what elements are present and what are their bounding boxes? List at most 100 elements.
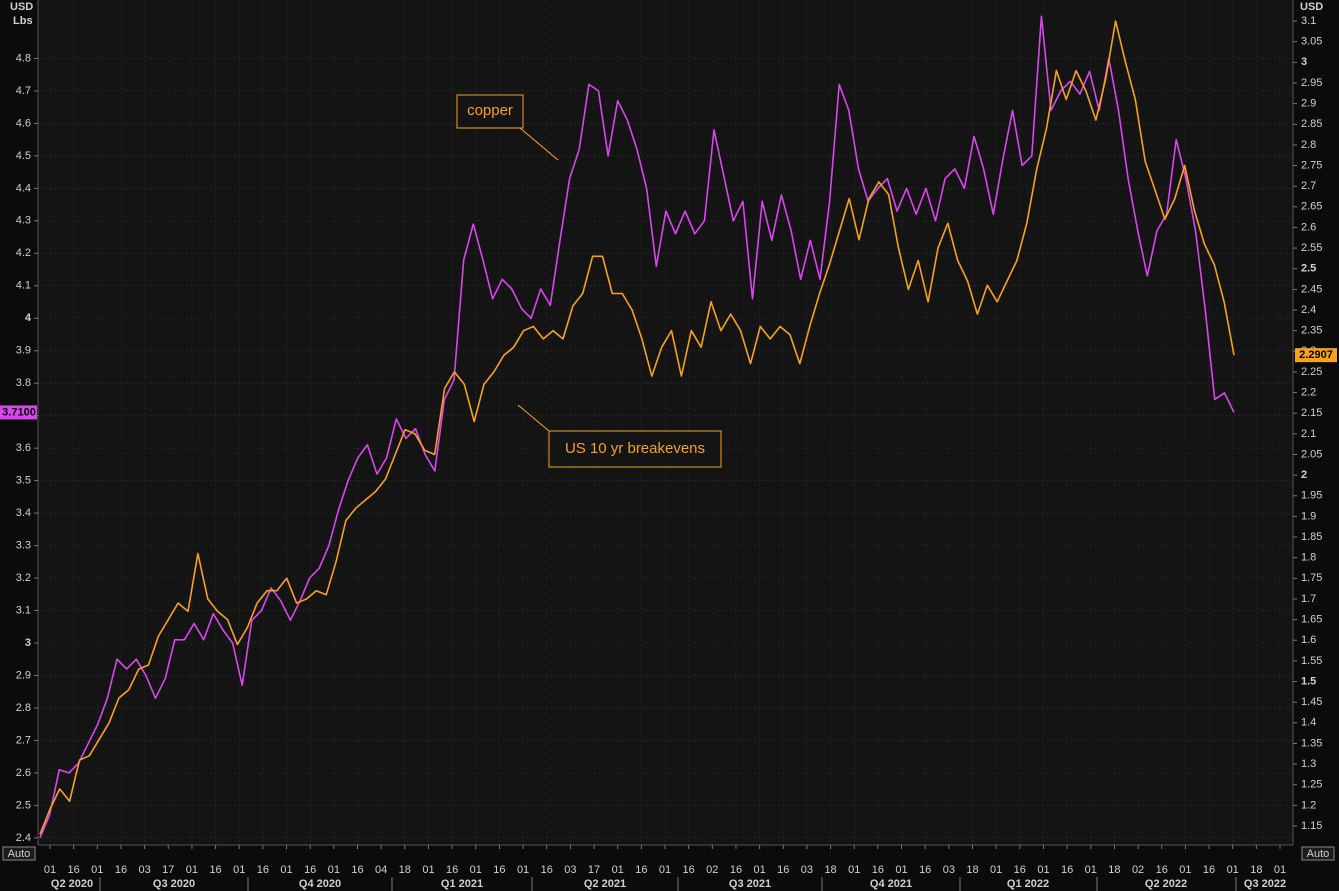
last-value-label: 3.7100 <box>2 406 36 418</box>
lines <box>39 15 1235 839</box>
x-tick-label: 16 <box>1061 864 1073 876</box>
y-tick-label: 4.6 <box>16 117 31 129</box>
x-tick-label: 03 <box>801 864 813 876</box>
x-tick-label: 17 <box>162 864 174 876</box>
x-tick-label: 01 <box>1274 864 1286 876</box>
x-tick-label: 01 <box>895 864 907 876</box>
x-tick-label: 16 <box>635 864 647 876</box>
period-label: Q3 2021 <box>729 878 771 890</box>
period-label: Q1 2021 <box>441 878 483 890</box>
x-tick-label: 16 <box>115 864 127 876</box>
x-tick-label: 01 <box>1227 864 1239 876</box>
x-tick-label: 01 <box>753 864 765 876</box>
x-tick-label: 01 <box>328 864 340 876</box>
y-unit-label: Lbs <box>13 15 33 27</box>
y-tick-label: 2.7 <box>16 734 31 746</box>
y2-tick-label: 2.15 <box>1301 407 1322 419</box>
annotation-label: copper <box>467 102 513 119</box>
x-tick-label: 18 <box>824 864 836 876</box>
x-tick-label: 16 <box>1014 864 1026 876</box>
y-tick-label: 2.4 <box>16 832 31 844</box>
annotation-label: US 10 yr breakevens <box>565 440 705 457</box>
y2-tick-label: 2.05 <box>1301 448 1322 460</box>
x-tick-label: 16 <box>257 864 269 876</box>
y2-tick-label: 1.2 <box>1301 799 1316 811</box>
y-tick-label: 4.8 <box>16 52 31 64</box>
y2-tick-label: 2.85 <box>1301 118 1322 130</box>
y-tick-label: 2.9 <box>16 669 31 681</box>
y-tick-label: 4 <box>25 312 32 324</box>
x-tick-label: 16 <box>68 864 80 876</box>
x-tick-label: 16 <box>919 864 931 876</box>
y-tick-label: 3.6 <box>16 442 31 454</box>
x-tick-label: 16 <box>872 864 884 876</box>
period-label: Q4 2021 <box>870 878 912 890</box>
x-tick-label: 01 <box>280 864 292 876</box>
x-tick-label: 18 <box>399 864 411 876</box>
y-tick-label: 3.8 <box>16 377 31 389</box>
y-tick-label: 4.3 <box>16 215 31 227</box>
x-tick-label: 03 <box>564 864 576 876</box>
y2-tick-label: 3 <box>1301 56 1307 68</box>
y-tick-label: 4.2 <box>16 247 31 259</box>
x-tick-label: 17 <box>588 864 600 876</box>
x-tick-label: 03 <box>138 864 150 876</box>
x-tick-label: 16 <box>493 864 505 876</box>
y2-tick-label: 2.5 <box>1301 263 1316 275</box>
annotation-leader <box>519 127 559 161</box>
y-tick-label: 3.3 <box>16 539 31 551</box>
y2-tick-label: 2.9 <box>1301 98 1316 110</box>
period-label: Q3 2020 <box>153 878 195 890</box>
x-tick-label: 01 <box>186 864 198 876</box>
x-tick-label: 01 <box>517 864 529 876</box>
y-tick-label: 4.1 <box>16 280 31 292</box>
y2-tick-label: 2.65 <box>1301 201 1322 213</box>
x-tick-label: 16 <box>351 864 363 876</box>
period-label: Q2 2022 <box>1145 878 1187 890</box>
auto-label[interactable]: Auto <box>8 848 31 860</box>
y-tick-label: 4.4 <box>16 182 31 194</box>
x-tick-label: 18 <box>1108 864 1120 876</box>
y-tick-label: 2.5 <box>16 799 31 811</box>
x-tick-label: 16 <box>730 864 742 876</box>
x-tick-label: 01 <box>91 864 103 876</box>
y2-tick-label: 1.35 <box>1301 737 1322 749</box>
x-tick-label: 01 <box>990 864 1002 876</box>
y-unit-label: USD <box>10 1 33 13</box>
y-tick-label: 3.4 <box>16 507 31 519</box>
auto-box[interactable] <box>2 846 36 861</box>
y2-tick-label: 1.9 <box>1301 510 1316 522</box>
y-tick-label: 4.7 <box>16 85 31 97</box>
y2-tick-label: 1.95 <box>1301 490 1322 502</box>
auto-box[interactable] <box>1301 846 1335 861</box>
y2-tick-label: 1.85 <box>1301 531 1322 543</box>
x-tick-label: 16 <box>1156 864 1168 876</box>
y2-tick-label: 2.55 <box>1301 242 1322 254</box>
y2-tick-label: 1.3 <box>1301 758 1316 770</box>
last-value-box <box>0 405 37 420</box>
y2-tick-label: 1.7 <box>1301 593 1316 605</box>
period-label: Q3 2022 <box>1244 878 1286 890</box>
x-tick-label: 16 <box>683 864 695 876</box>
x-tick-label: 16 <box>777 864 789 876</box>
period-label: Q2 2020 <box>51 878 93 890</box>
x-tick-label: 01 <box>1179 864 1191 876</box>
y2-tick-label: 2.35 <box>1301 325 1322 337</box>
series-line <box>39 20 1235 835</box>
x-tick-label: 01 <box>233 864 245 876</box>
x-tick-label: 01 <box>1085 864 1097 876</box>
last-value-label: 2.2907 <box>1299 349 1333 361</box>
y2-tick-label: 1.8 <box>1301 552 1316 564</box>
period-label: Q1 2022 <box>1007 878 1049 890</box>
x-tick-label: 01 <box>470 864 482 876</box>
y-tick-label: 3.2 <box>16 572 31 584</box>
x-tick-label: 16 <box>1203 864 1215 876</box>
y2-tick-label: 1.6 <box>1301 634 1316 646</box>
auto-label[interactable]: Auto <box>1307 848 1330 860</box>
grid <box>38 0 1293 845</box>
y2-tick-label: 2.2 <box>1301 386 1316 398</box>
x-tick-label: 01 <box>422 864 434 876</box>
x-tick-label: 16 <box>541 864 553 876</box>
y2-tick-label: 2.6 <box>1301 221 1316 233</box>
plot-area <box>38 0 1293 845</box>
